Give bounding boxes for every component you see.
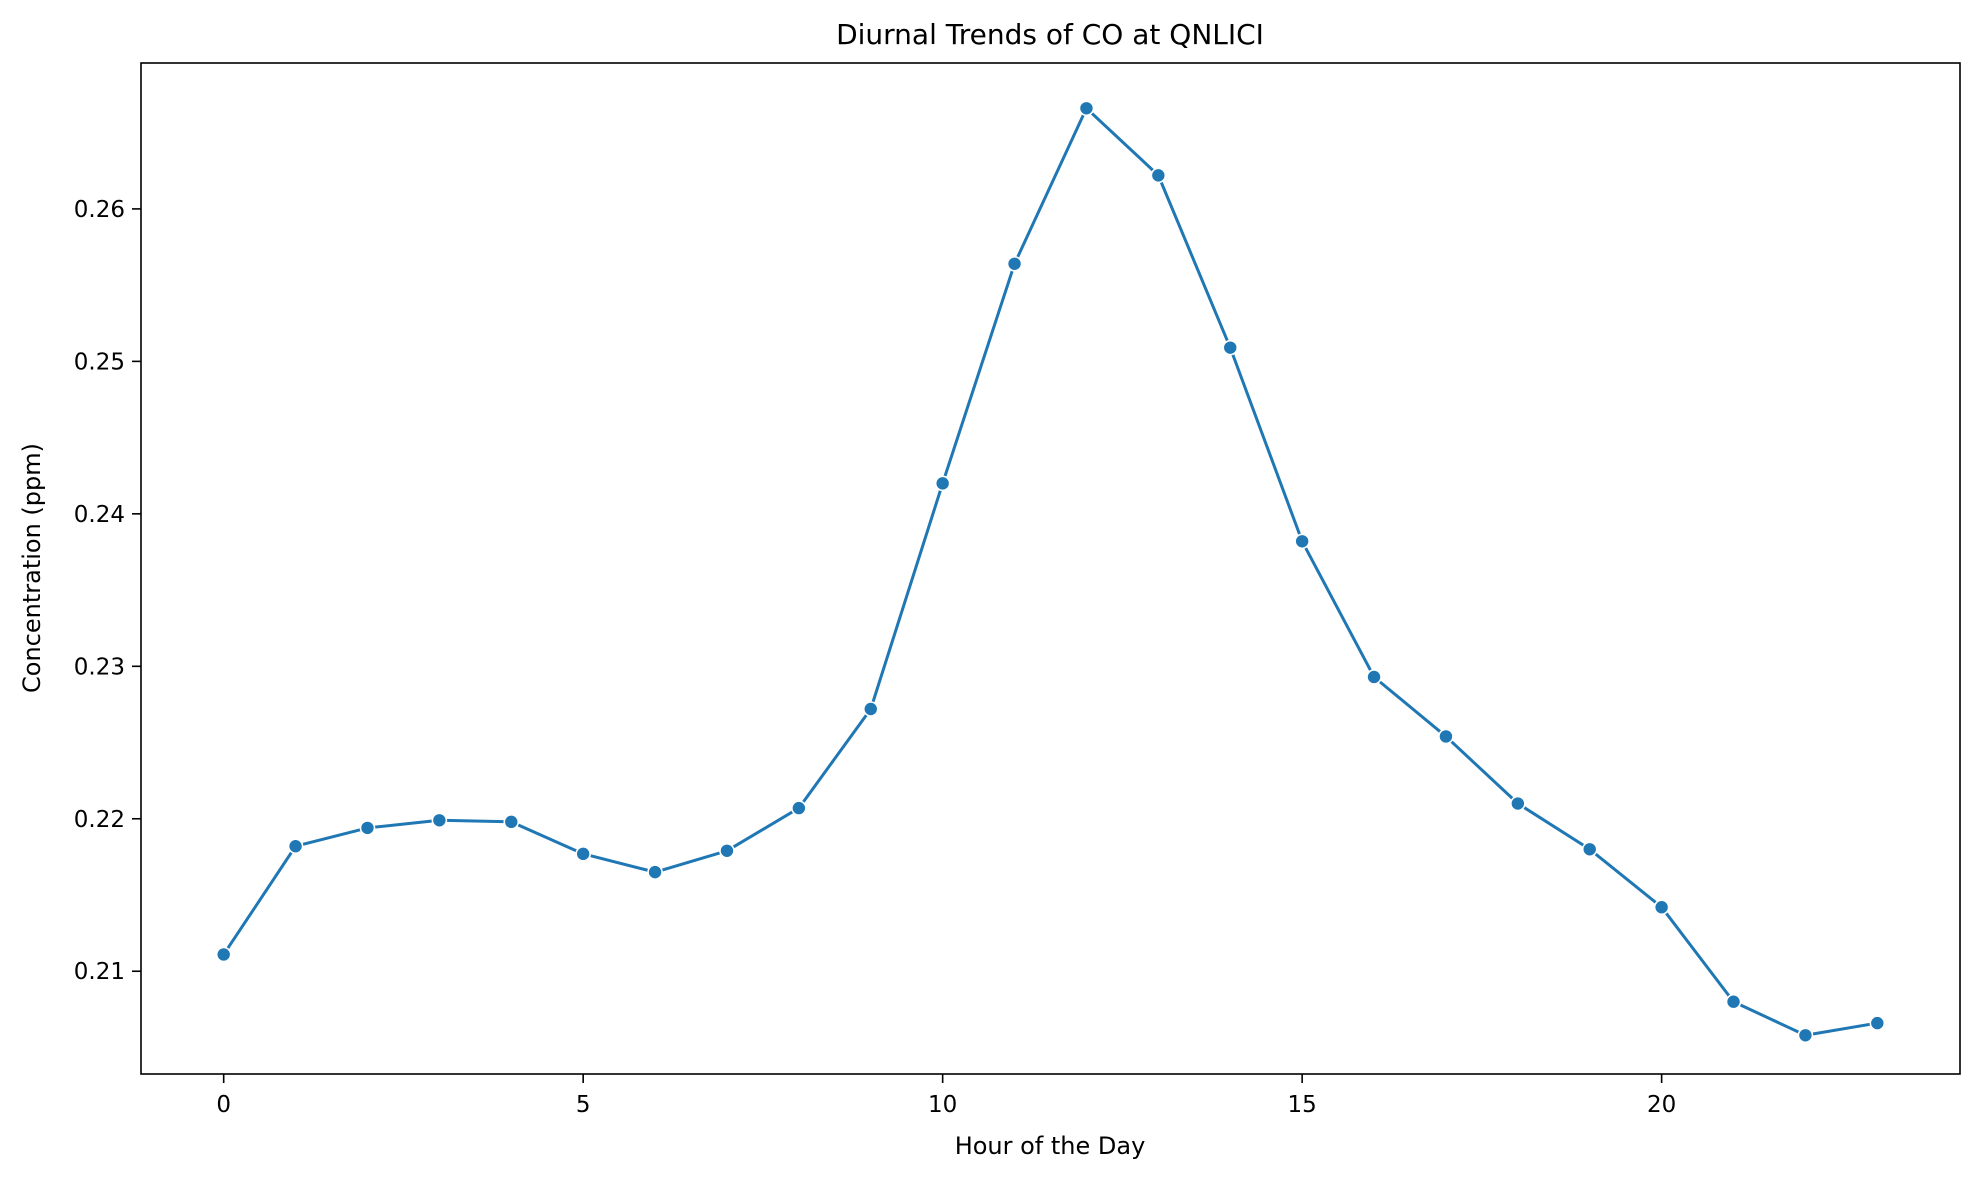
- chart-title: Diurnal Trends of CO at QNLICI: [836, 18, 1264, 51]
- y-tick-label: 0.25: [74, 349, 125, 375]
- x-tick-label: 20: [1647, 1092, 1676, 1118]
- series-layer: [215, 100, 1886, 1044]
- data-point: [791, 800, 807, 816]
- data-point: [1869, 1015, 1886, 1031]
- data-point: [1510, 795, 1526, 812]
- y-tick-label: 0.23: [74, 654, 125, 680]
- data-point: [431, 812, 448, 829]
- x-axis-ticks: 0 5 10 15 20: [216, 1074, 1676, 1118]
- data-point: [1725, 993, 1742, 1010]
- data-point: [1797, 1027, 1814, 1044]
- x-tick-label: 5: [576, 1092, 591, 1118]
- data-point: [862, 701, 879, 717]
- data-point: [215, 946, 232, 963]
- x-tick-label: 0: [216, 1092, 231, 1118]
- data-point: [1653, 899, 1670, 916]
- x-tick-label: 15: [1287, 1092, 1316, 1118]
- x-axis-label: Hour of the Day: [955, 1132, 1146, 1160]
- series-line: [222, 106, 1879, 1037]
- data-point: [1222, 339, 1239, 356]
- data-point: [1006, 255, 1023, 272]
- data-point: [1078, 100, 1095, 117]
- data-point: [1438, 728, 1454, 745]
- data-point: [1366, 669, 1382, 685]
- y-axis-label: Concentration (ppm): [18, 443, 46, 693]
- data-point: [719, 842, 735, 859]
- data-point: [1150, 167, 1167, 184]
- data-point: [575, 846, 591, 862]
- x-tick-label: 10: [928, 1092, 957, 1118]
- data-point: [1581, 841, 1598, 858]
- data-point: [359, 820, 376, 836]
- y-axis-ticks: 0.21 0.22 0.23 0.24 0.25 0.26: [74, 197, 141, 985]
- y-tick-label: 0.22: [74, 807, 125, 833]
- y-tick-label: 0.26: [74, 197, 125, 223]
- y-tick-label: 0.24: [74, 502, 125, 528]
- data-point: [1294, 533, 1310, 550]
- plot-area-frame: [140, 62, 1961, 1075]
- data-point: [647, 864, 663, 880]
- data-point: [934, 475, 951, 492]
- data-point: [287, 838, 304, 855]
- y-tick-label: 0.21: [74, 959, 125, 985]
- data-point: [503, 814, 520, 830]
